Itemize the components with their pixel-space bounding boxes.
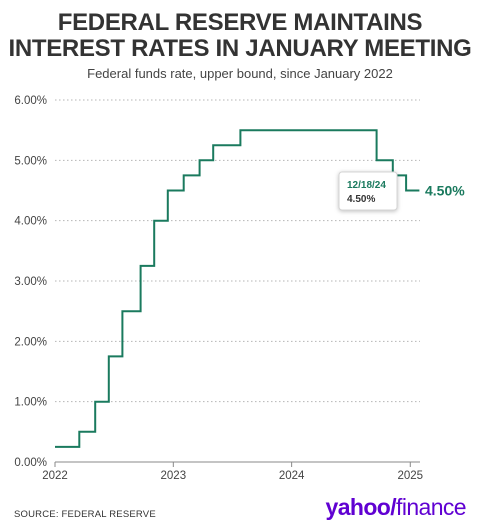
tooltip-box (338, 171, 398, 211)
yahoo-finance-logo: yahoo/finance (326, 494, 467, 520)
x-tick-label: 2025 (397, 470, 423, 482)
end-value-label: 4.50% (425, 183, 465, 199)
x-axis-ticks: 2022 2023 2024 2025 (42, 462, 423, 482)
title-line-1: FEDERAL RESERVE MAINTAINS (57, 9, 423, 36)
y-tick-label: 6.00% (14, 95, 47, 107)
x-tick-label: 2023 (161, 470, 187, 482)
chart-subtitle: Federal funds rate, upper bound, since J… (87, 66, 393, 81)
y-tick-label: 2.00% (14, 336, 47, 348)
chart-title: FEDERAL RESERVE MAINTAINS INTEREST RATES… (0, 10, 480, 62)
y-tick-label: 3.00% (14, 276, 47, 288)
logo-finance: finance (396, 494, 467, 520)
y-tick-label: 1.00% (14, 397, 47, 409)
y-tick-label: 5.00% (14, 155, 47, 167)
tooltip-value: 4.50% (347, 194, 375, 205)
gridlines (55, 99, 420, 403)
title-line-2: INTEREST RATES IN JANUARY MEETING (8, 35, 472, 62)
logo-yahoo: yahoo/ (325, 494, 397, 520)
rate-series-line (55, 129, 420, 448)
tooltip-date: 12/18/24 (347, 180, 386, 191)
hover-tooltip: 12/18/24 4.50% (338, 171, 398, 211)
y-tick-label: 4.00% (14, 216, 47, 228)
x-tick-label: 2022 (42, 470, 68, 482)
y-axis-ticks: 0.00% 1.00% 2.00% 3.00% 4.00% 5.00% 6.00% (14, 95, 47, 469)
x-tick-label: 2024 (279, 470, 305, 482)
source-note: SOURCE: FEDERAL RESERVE (14, 509, 156, 520)
y-tick-label: 0.00% (14, 457, 47, 469)
